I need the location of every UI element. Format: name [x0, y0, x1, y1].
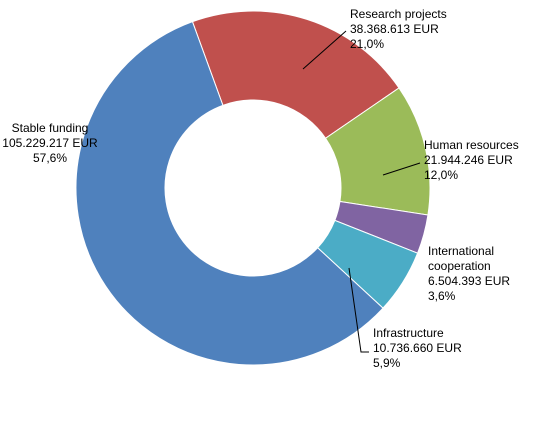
slice-label-human-resources: Human resources 21.944.246 EUR 12,0%: [424, 138, 519, 182]
slices-layer: [75, 10, 431, 366]
slice-label-stable-funding: Stable funding 105.229.217 EUR 57,6%: [2, 121, 98, 165]
labels-layer: Research projects 38.368.613 EUR 21,0% Huma…: [2, 7, 518, 370]
leader-lines-layer: [302, 30, 421, 353]
slice-stable-funding: [75, 21, 384, 366]
leader-line-infrastructure: [348, 267, 369, 353]
leader-line-human-resources: [382, 162, 421, 176]
slice-label-international-cooperation: International cooperation 6.504.393 EUR 3,6…: [428, 244, 510, 303]
leader-line-research-projects: [302, 30, 347, 70]
slice-label-research-projects: Research projects 38.368.613 EUR 21,0%: [350, 7, 447, 51]
slice-label-infrastructure: Infrastructure 10.736.660 EUR 5,9%: [373, 326, 462, 370]
slice-research-projects: [191, 10, 400, 139]
